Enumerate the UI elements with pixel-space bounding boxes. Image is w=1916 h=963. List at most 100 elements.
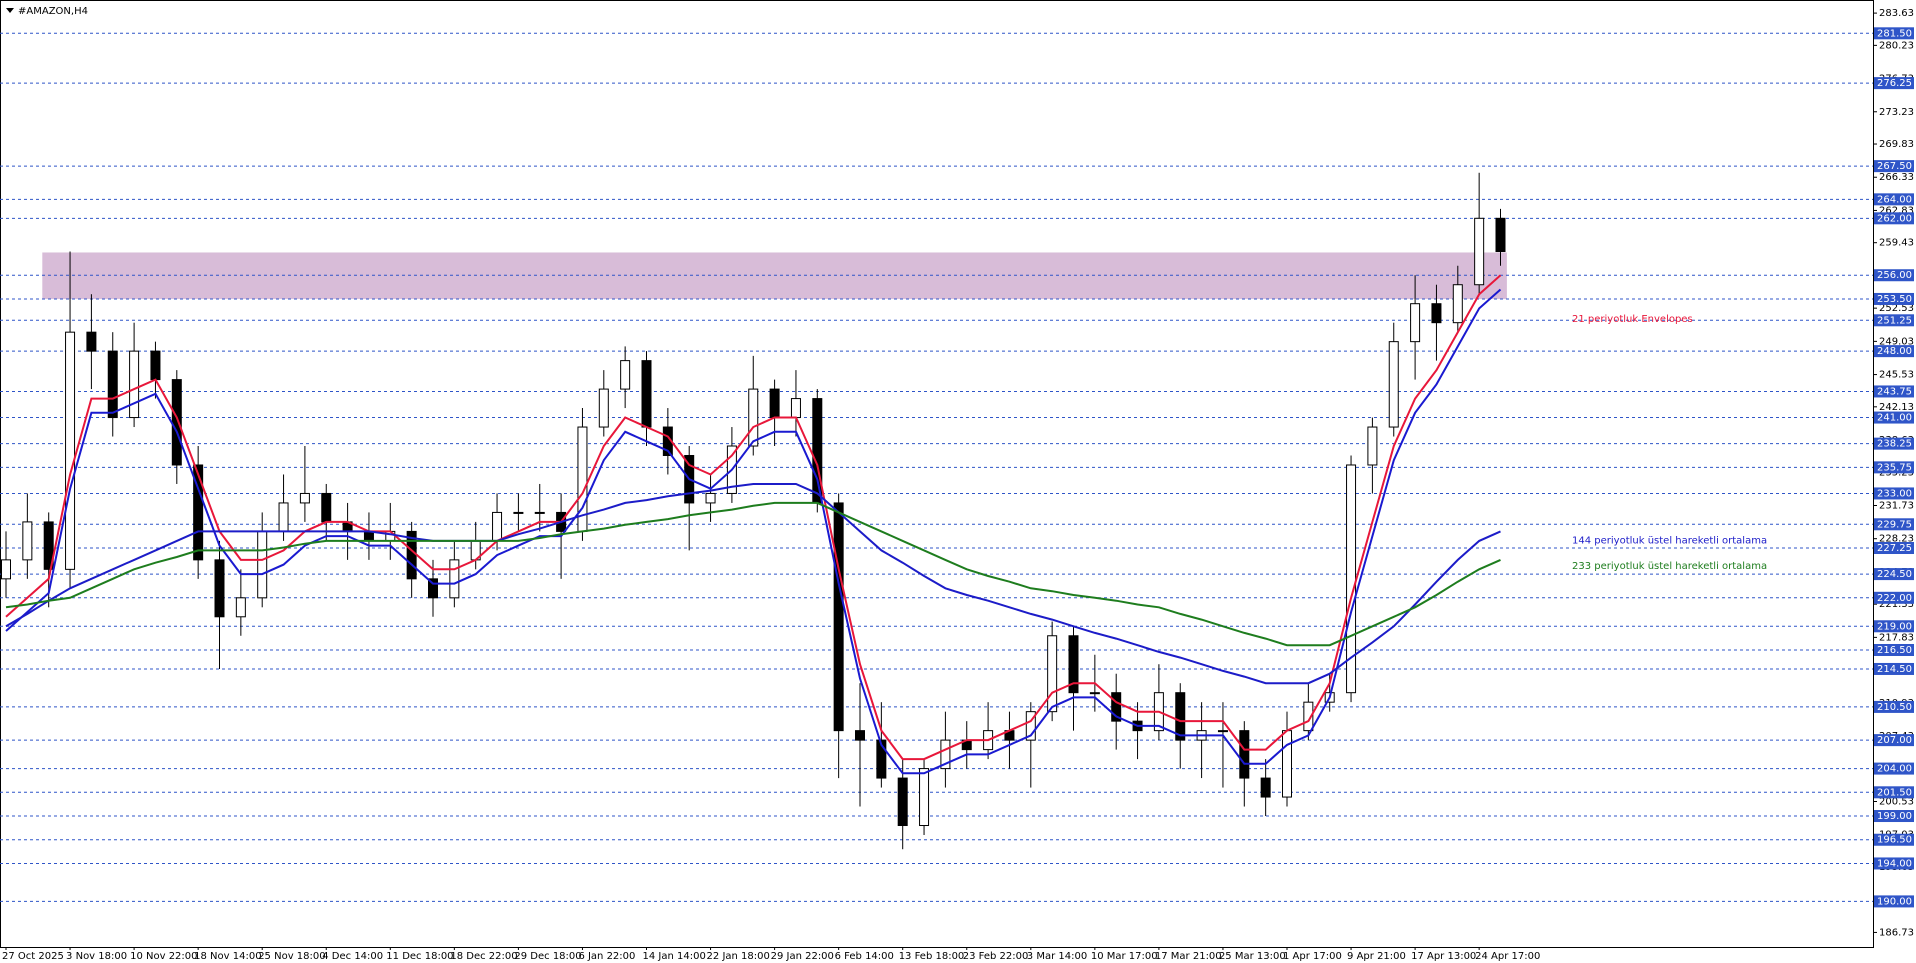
candle-body — [919, 768, 930, 827]
candle-body — [769, 388, 780, 419]
candle-body — [1452, 284, 1463, 324]
level-label: 199.00 — [1877, 811, 1912, 822]
candle-body — [1260, 777, 1271, 798]
level-tag — [1874, 591, 1914, 604]
x-tick-label: 3 Nov 18:00 — [66, 951, 127, 962]
x-tick-label: 1 Apr 17:00 — [1283, 951, 1342, 962]
y-tick-label: 231.73 — [1879, 500, 1914, 511]
candle-body — [641, 360, 652, 428]
series-label: 144 periyotluk üstel hareketli ortalama — [1572, 535, 1767, 546]
candle-body — [1025, 711, 1036, 741]
level-label: 194.00 — [1877, 858, 1912, 869]
candle-body — [876, 739, 887, 779]
candle-body — [897, 777, 908, 827]
envelope-lower — [5, 288, 1502, 775]
candle-body — [1495, 217, 1506, 253]
candle-body — [812, 398, 823, 504]
candle-body — [620, 360, 631, 390]
level-label: 241.00 — [1877, 413, 1912, 424]
level-label: 219.00 — [1877, 621, 1912, 632]
candle-body — [22, 521, 33, 561]
level-tag — [1874, 700, 1914, 713]
x-tick-label: 22 Jan 18:00 — [707, 951, 770, 962]
candle-body — [790, 398, 801, 419]
candle-body — [1303, 701, 1314, 732]
level-tag — [1874, 518, 1914, 531]
candle-body — [1388, 341, 1399, 428]
level-tag — [1874, 314, 1914, 327]
candle-body — [1068, 635, 1079, 694]
level-label: 238.25 — [1877, 439, 1912, 450]
ma-line — [5, 501, 1501, 647]
candle-body — [1474, 217, 1485, 286]
candle-body — [534, 511, 545, 514]
level-label: 204.00 — [1877, 764, 1912, 775]
candle-body — [1111, 692, 1122, 722]
candle-body — [43, 521, 54, 570]
ma-line — [5, 274, 1502, 761]
x-tick-label: 13 Feb 18:00 — [899, 951, 965, 962]
y-tick-label: 262.83 — [1879, 205, 1914, 216]
y-tick-label: 252.53 — [1879, 303, 1914, 314]
y-tick-label: 266.33 — [1879, 172, 1914, 183]
x-tick-label: 4 Dec 14:00 — [322, 951, 383, 962]
candle-body — [193, 464, 204, 561]
level-label: 267.50 — [1877, 161, 1912, 172]
level-tag — [1874, 810, 1914, 823]
x-tick-label: 18 Dec 22:00 — [450, 951, 517, 962]
candle-body — [449, 559, 460, 599]
level-tag — [1874, 786, 1914, 799]
y-tick-label: 200.53 — [1879, 797, 1914, 808]
level-tag — [1874, 345, 1914, 358]
x-tick-label: 25 Mar 13:00 — [1219, 951, 1286, 962]
y-tick-label: 242.13 — [1879, 402, 1914, 413]
y-tick-label: 269.83 — [1879, 139, 1914, 150]
x-tick-label: 10 Mar 17:00 — [1091, 951, 1158, 962]
plot-frame — [0, 0, 1874, 948]
x-tick-label: 6 Jan 22:00 — [578, 951, 635, 962]
candle-body — [748, 388, 759, 447]
level-tag — [1874, 734, 1914, 747]
y-tick-label: 245.53 — [1879, 370, 1914, 381]
candle-body — [257, 530, 268, 599]
level-label: 196.50 — [1877, 835, 1912, 846]
y-tick-label: 186.73 — [1879, 927, 1914, 938]
x-tick-label: 27 Oct 2025 — [2, 951, 64, 962]
x-tick-label: 17 Mar 21:00 — [1155, 951, 1222, 962]
level-label: 222.00 — [1877, 593, 1912, 604]
level-tag — [1874, 292, 1914, 305]
level-label: 281.50 — [1877, 28, 1912, 39]
level-tag — [1874, 437, 1914, 450]
level-label: 251.25 — [1877, 315, 1912, 326]
level-tag — [1874, 385, 1914, 398]
candle-body — [598, 388, 609, 428]
x-tick-label: 3 Mar 14:00 — [1027, 951, 1087, 962]
level-label: 248.00 — [1877, 346, 1912, 357]
level-label: 216.50 — [1877, 645, 1912, 656]
level-label: 210.50 — [1877, 702, 1912, 713]
x-tick-label: 9 Apr 21:00 — [1347, 951, 1406, 962]
level-label: 276.25 — [1877, 78, 1912, 89]
candle-body — [428, 578, 438, 599]
y-tick-label: 217.83 — [1879, 632, 1914, 643]
menu-triangle — [6, 8, 14, 13]
level-label: 201.50 — [1877, 787, 1912, 798]
candle-body — [1282, 730, 1292, 798]
x-tick-label: 24 Apr 17:00 — [1475, 951, 1540, 962]
level-tag — [1874, 542, 1914, 555]
candle-body — [1175, 692, 1186, 741]
level-label: 253.50 — [1877, 294, 1912, 305]
x-tick-label: 6 Feb 14:00 — [835, 951, 894, 962]
candle-body — [940, 739, 951, 770]
candle-body — [363, 530, 374, 542]
candle-body — [299, 492, 310, 504]
candle-body — [129, 350, 140, 419]
level-tag — [1874, 77, 1914, 90]
candle-body — [1410, 303, 1421, 343]
level-label: 262.00 — [1877, 213, 1912, 224]
x-tick-label: 29 Jan 22:00 — [771, 951, 834, 962]
candle-body — [1217, 730, 1228, 733]
candle-body — [1239, 730, 1250, 779]
candle-body — [150, 350, 161, 381]
level-tag — [1874, 487, 1914, 500]
